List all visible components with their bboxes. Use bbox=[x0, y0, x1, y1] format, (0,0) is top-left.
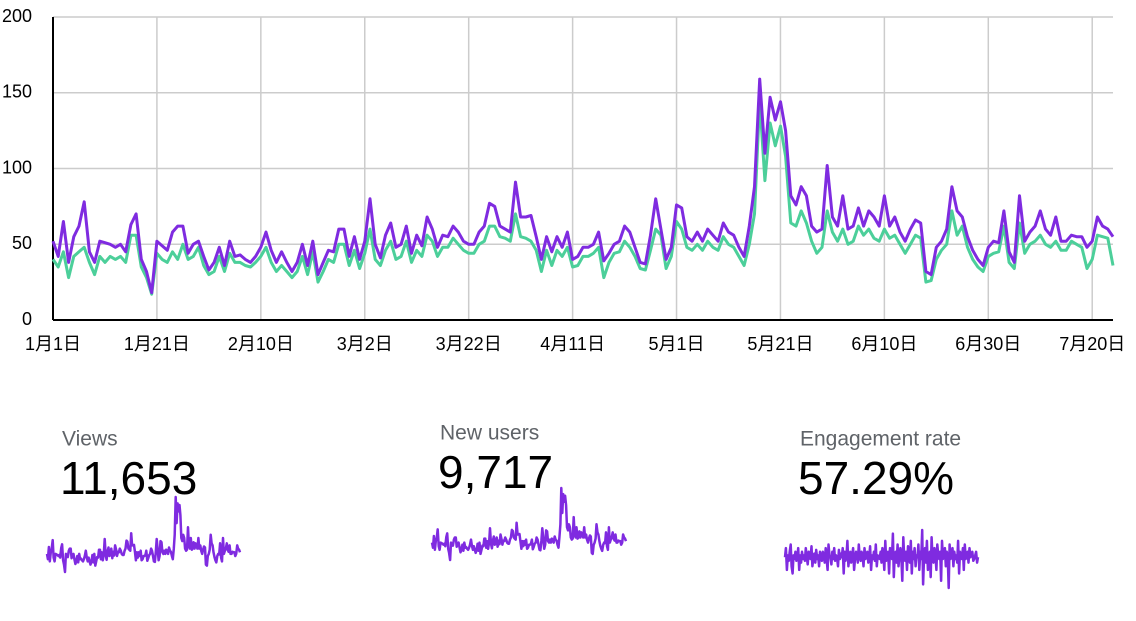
series-line bbox=[51, 77, 1115, 295]
x-tick-label: 6月30日 bbox=[955, 334, 1021, 354]
x-tick-label: 2月10日 bbox=[228, 334, 294, 354]
x-tick-label: 1月21日 bbox=[124, 334, 190, 354]
sparkline bbox=[783, 528, 980, 590]
metric-value: 9,717 bbox=[438, 446, 553, 498]
metric-value: 57.29% bbox=[798, 452, 954, 504]
metric-value: 11,653 bbox=[60, 452, 197, 504]
metric-label: New users bbox=[440, 422, 539, 445]
y-tick-label: 100 bbox=[2, 157, 32, 177]
metric-label: Engagement rate bbox=[800, 428, 961, 451]
y-tick-label: 150 bbox=[2, 82, 32, 102]
y-tick-label: 200 bbox=[2, 6, 32, 26]
sparkline bbox=[430, 486, 628, 562]
y-tick-label: 0 bbox=[22, 309, 32, 329]
x-tick-label: 5月21日 bbox=[747, 334, 813, 354]
y-tick-label: 50 bbox=[12, 233, 32, 253]
x-tick-label: 3月22日 bbox=[436, 334, 502, 354]
metric-label: Views bbox=[62, 428, 118, 451]
x-tick-label: 4月11日 bbox=[540, 334, 605, 354]
series-line bbox=[51, 98, 1115, 296]
x-tick-label: 5月1日 bbox=[649, 334, 705, 354]
x-tick-label: 7月20日 bbox=[1059, 334, 1125, 354]
x-tick-label: 3月2日 bbox=[337, 334, 393, 354]
x-tick-label: 6月10日 bbox=[851, 334, 917, 354]
x-tick-label: 1月1日 bbox=[25, 334, 81, 354]
sparkline bbox=[45, 495, 242, 574]
